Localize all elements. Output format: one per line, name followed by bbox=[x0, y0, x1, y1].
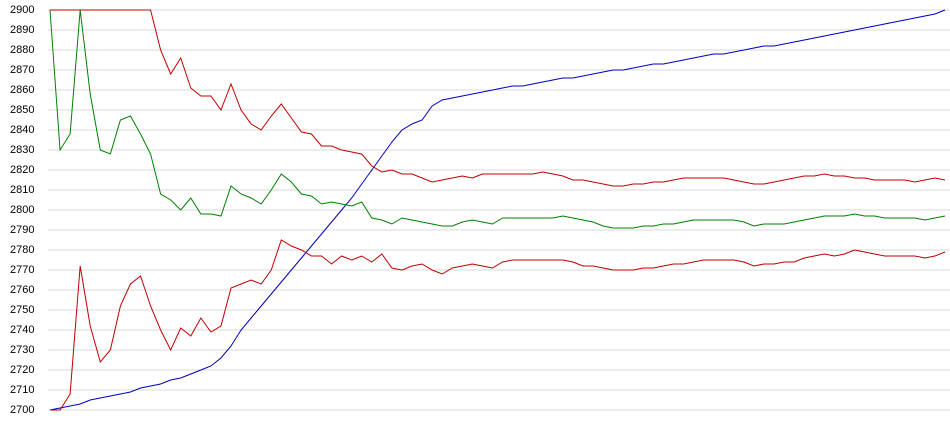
y-tick-label: 2710 bbox=[10, 384, 34, 396]
y-tick-label: 2840 bbox=[10, 124, 34, 136]
series-line bbox=[49, 9, 946, 411]
y-tick-label: 2890 bbox=[10, 24, 34, 36]
y-tick-label: 2750 bbox=[10, 304, 34, 316]
series-line bbox=[49, 9, 946, 229]
y-tick-label: 2700 bbox=[10, 404, 34, 416]
y-tick-label: 2770 bbox=[10, 264, 34, 276]
y-tick-label: 2760 bbox=[10, 284, 34, 296]
y-tick-label: 2800 bbox=[10, 204, 34, 216]
y-tick-label: 2850 bbox=[10, 104, 34, 116]
y-tick-label: 2880 bbox=[10, 44, 34, 56]
series-line bbox=[50, 239, 946, 411]
y-tick-label: 2780 bbox=[10, 244, 34, 256]
y-tick-label: 2900 bbox=[10, 4, 34, 16]
y-tick-label: 2870 bbox=[10, 64, 34, 76]
y-tick-label: 2860 bbox=[10, 84, 34, 96]
y-tick-label: 2790 bbox=[10, 224, 34, 236]
y-tick-label: 2810 bbox=[10, 184, 34, 196]
y-tick-label: 2720 bbox=[10, 364, 34, 376]
series-line bbox=[50, 9, 946, 187]
y-tick-label: 2740 bbox=[10, 324, 34, 336]
y-tick-label: 2730 bbox=[10, 344, 34, 356]
y-tick-label: 2820 bbox=[10, 164, 34, 176]
y-tick-label: 2830 bbox=[10, 144, 34, 156]
